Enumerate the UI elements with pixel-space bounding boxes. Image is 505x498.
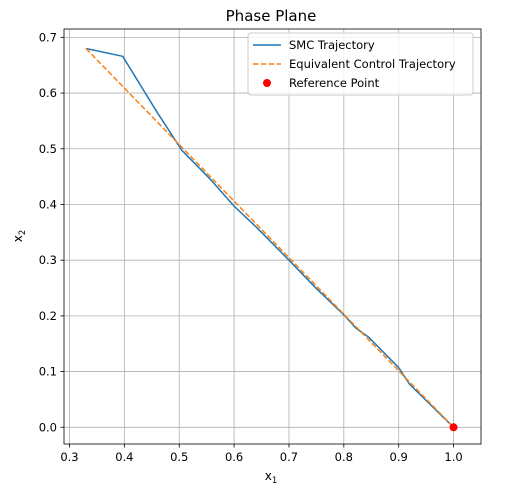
x-tick-label: 0.3: [60, 450, 78, 464]
x-tick-label: 0.9: [390, 450, 408, 464]
x-axis-label: x1: [265, 469, 278, 486]
plot-frame: [63, 28, 482, 445]
equivalent-control-trajectory-line: [85, 47, 455, 428]
y-tick-label: 0.3: [39, 253, 57, 267]
x-tick-label: 1.0: [444, 450, 462, 464]
x-tick-label: 0.4: [115, 450, 133, 464]
y-tick-label: 0.1: [39, 365, 57, 379]
y-axis-label: x2: [11, 230, 28, 243]
data-series: [85, 47, 458, 432]
y-axis-label-main: x: [11, 235, 25, 242]
x-tick-label: 0.8: [335, 450, 353, 464]
x-tick-label: 0.7: [280, 450, 298, 464]
legend-label-equivalent-control: Equivalent Control Trajectory: [289, 57, 456, 71]
legend-label-reference-point: Reference Point: [289, 76, 380, 90]
legend: SMC Trajectory Equivalent Control Trajec…: [247, 32, 474, 96]
y-tick-label: 0.6: [39, 86, 57, 100]
y-tick-label: 0.0: [39, 420, 57, 434]
chart-title: Phase Plane: [226, 7, 317, 25]
y-axis-label-subscript: 2: [18, 230, 28, 235]
axis-ticks: 0.3 0.4 0.5 0.6 0.7 0.8 0.9 1.0 0.0 0.1 0.2 0.3 0.4 0…: [39, 30, 463, 464]
x-axis-label-subscript: 1: [272, 476, 277, 486]
x-tick-label: 0.5: [170, 450, 188, 464]
x-axis-label-main: x: [265, 469, 272, 483]
legend-box: [247, 32, 474, 96]
legend-label-smc-trajectory: SMC Trajectory: [289, 38, 375, 52]
legend-swatch-reference-point: [263, 79, 271, 87]
y-tick-label: 0.7: [39, 30, 57, 44]
x-tick-label: 0.6: [225, 450, 243, 464]
y-tick-label: 0.4: [39, 197, 57, 211]
reference-point-marker: [449, 423, 458, 432]
y-tick-label: 0.2: [39, 309, 57, 323]
smc-trajectory-line: [85, 47, 455, 428]
y-tick-label: 0.5: [39, 142, 57, 156]
